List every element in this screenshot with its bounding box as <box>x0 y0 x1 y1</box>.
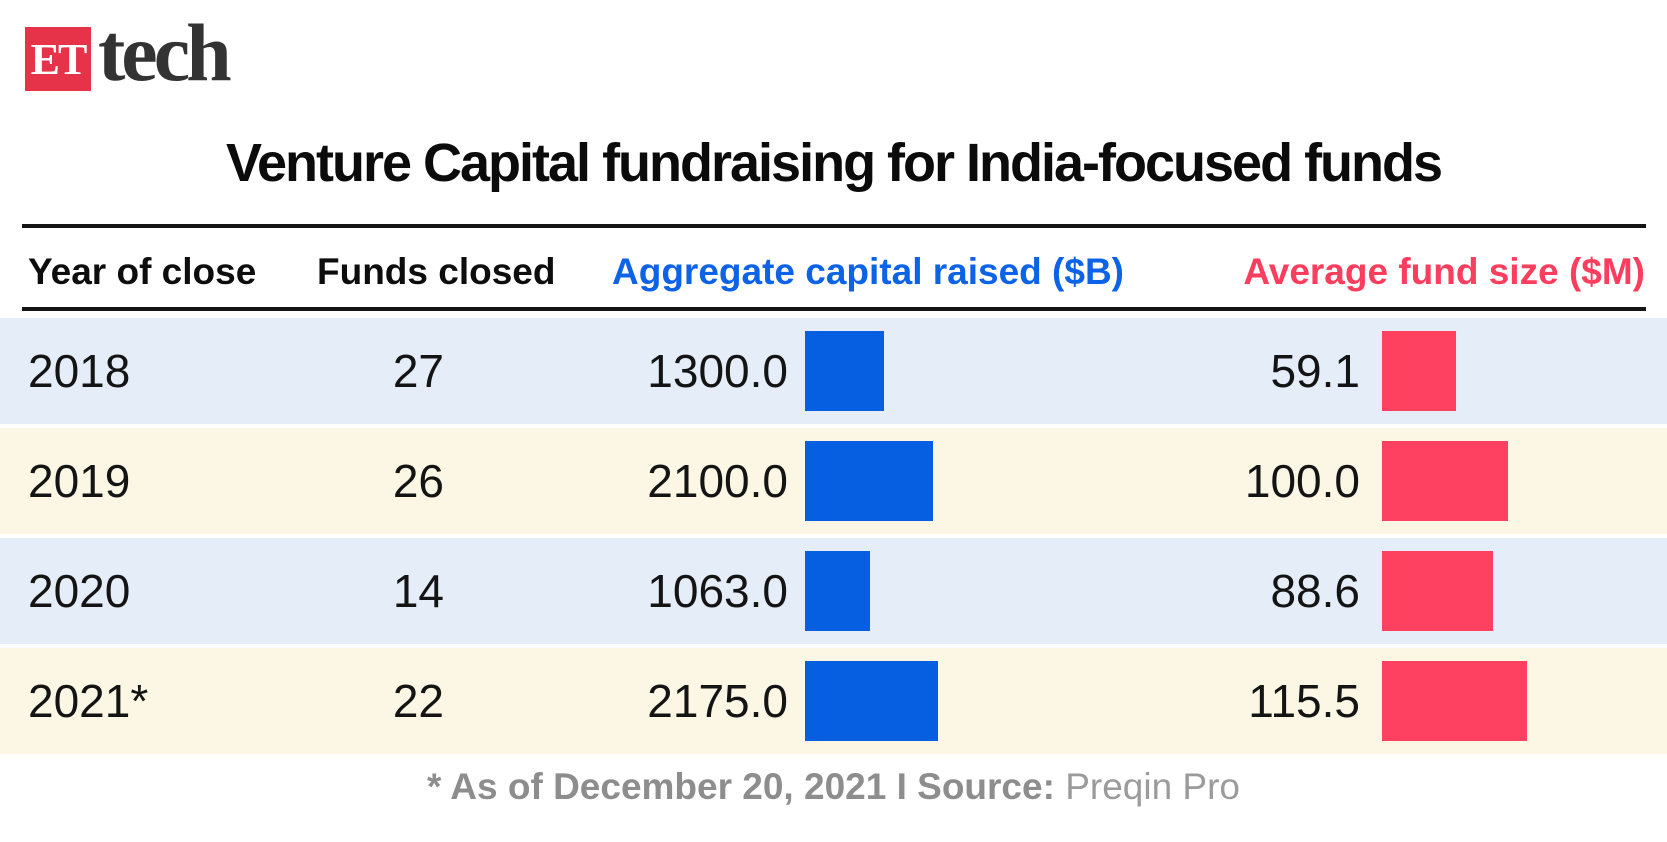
aggregate-capital-bar <box>805 441 933 521</box>
divider-header <box>22 307 1646 311</box>
average-fund-size-bar <box>1382 551 1493 631</box>
header-average-fund-size: Average fund size ($M) <box>1243 251 1645 292</box>
table-row-2020: 2020 14 1063.0 88.6 <box>0 538 1667 644</box>
divider-top <box>22 224 1646 228</box>
chart-title: Venture Capital fundraising for India-fo… <box>225 133 1443 193</box>
aggregate-capital-value: 2175.0 <box>647 675 788 727</box>
et-logo-text: ET <box>30 34 88 84</box>
et-logo: ET <box>25 27 91 91</box>
year-cell: 2018 <box>28 345 131 397</box>
aggregate-capital-value: 2100.0 <box>647 455 788 507</box>
header-funds-closed: Funds closed <box>317 251 556 292</box>
aggregate-capital-bar <box>805 331 884 411</box>
funds-closed-cell: 26 <box>392 455 444 507</box>
table-row-2019: 2019 26 2100.0 100.0 <box>0 428 1667 534</box>
funds-closed-cell: 22 <box>392 675 444 727</box>
funds-closed-cell: 14 <box>392 565 444 617</box>
year-cell: 2020 <box>28 565 131 617</box>
year-cell: 2019 <box>28 455 131 507</box>
average-fund-size-bar <box>1382 331 1456 411</box>
table-row-2021: 2021* 22 2175.0 115.5 <box>0 648 1667 754</box>
aggregate-capital-bar <box>805 551 870 631</box>
average-fund-size-bar <box>1382 661 1527 741</box>
year-cell: 2021* <box>28 675 149 727</box>
average-fund-size-bar <box>1382 441 1508 521</box>
average-fund-size-value: 88.6 <box>1270 565 1360 617</box>
aggregate-capital-bar <box>805 661 938 741</box>
source-name: Preqin Pro <box>1065 766 1240 807</box>
average-fund-size-value: 59.1 <box>1270 345 1360 397</box>
table-body: 2018 27 1300.0 59.1 2019 26 2100.0 100.0… <box>0 318 1667 758</box>
table-row-2018: 2018 27 1300.0 59.1 <box>0 318 1667 424</box>
aggregate-capital-value: 1300.0 <box>647 345 788 397</box>
header-aggregate-capital: Aggregate capital raised ($B) <box>612 251 1124 292</box>
average-fund-size-value: 100.0 <box>1244 455 1360 507</box>
footnote: * As of December 20, 2021 I Source: Preq… <box>0 766 1667 808</box>
aggregate-capital-value: 1063.0 <box>647 565 788 617</box>
average-fund-size-value: 115.5 <box>1248 675 1360 727</box>
footnote-bold-text: * As of December 20, 2021 I Source: <box>426 766 1055 807</box>
tech-logo-text: tech <box>98 7 232 98</box>
header-year-of-close: Year of close <box>28 251 257 292</box>
funds-closed-cell: 27 <box>392 345 444 397</box>
table-header-row: Year of close Funds closed Aggregate cap… <box>0 247 1667 297</box>
